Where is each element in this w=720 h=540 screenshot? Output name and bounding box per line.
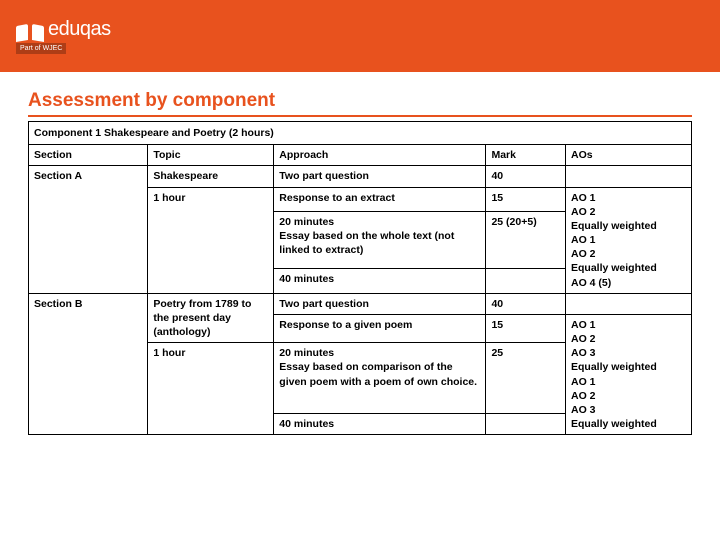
brand-logo: eduqas Part of WJEC [16, 18, 111, 54]
section-b-mark1: 40 [486, 293, 566, 314]
section-a-approach1: Two part question [274, 166, 486, 187]
section-b-approach3b: Essay based on comparison of the given p… [279, 361, 477, 387]
section-a-approach3b: Essay based on the whole text (not linke… [279, 230, 454, 256]
header-row: Section Topic Approach Mark AOs [29, 145, 692, 166]
section-a-mark1: 40 [486, 166, 566, 187]
section-a-approach3: 20 minutes Essay based on the whole text… [274, 211, 486, 268]
section-b-mark3: 25 [486, 343, 566, 414]
col-section: Section [29, 145, 148, 166]
section-a-approach2: Response to an extract [274, 187, 486, 211]
section-b-label: Section B [29, 293, 148, 435]
page-title: Assessment by component [28, 90, 692, 117]
component-row: Component 1 Shakespeare and Poetry (2 ho… [29, 122, 692, 145]
section-b-approach1: Two part question [274, 293, 486, 314]
section-a-topic1: Shakespeare [148, 166, 274, 187]
header-band: eduqas Part of WJEC [0, 0, 720, 72]
section-b-aos: AO 1 AO 2 AO 3 Equally weighted AO 1 AO … [566, 314, 692, 434]
section-b-topic2: 1 hour [148, 343, 274, 435]
section-a-aos: AO 1 AO 2 Equally weighted AO 1 AO 2 Equ… [566, 187, 692, 293]
section-a-label: Section A [29, 166, 148, 293]
section-b-aos-empty [566, 293, 692, 314]
section-a-mark4-empty [486, 269, 566, 294]
section-b-mark4-empty [486, 414, 566, 435]
section-a-approach4: 40 minutes [274, 269, 486, 294]
col-mark: Mark [486, 145, 566, 166]
section-b-approach2: Response to a given poem [274, 314, 486, 342]
brand-name: eduqas [48, 18, 111, 41]
section-b-approach3a: 20 minutes [279, 347, 334, 359]
section-a-approach3a: 20 minutes [279, 216, 334, 228]
section-b-mark2: 15 [486, 314, 566, 342]
section-b-approach3: 20 minutes Essay based on comparison of … [274, 343, 486, 414]
component-title: Component 1 Shakespeare and Poetry (2 ho… [29, 122, 692, 145]
section-b-topic1: Poetry from 1789 to the present day (ant… [148, 293, 274, 343]
section-a-row1: Section A Shakespeare Two part question … [29, 166, 692, 187]
section-a-topic2: 1 hour [148, 187, 274, 293]
section-b-approach4: 40 minutes [274, 414, 486, 435]
brand-sub: Part of WJEC [16, 43, 66, 54]
section-a-mark3: 25 (20+5) [486, 211, 566, 268]
col-approach: Approach [274, 145, 486, 166]
section-a-aos-empty [566, 166, 692, 187]
section-b-row1: Section B Poetry from 1789 to the presen… [29, 293, 692, 314]
col-aos: AOs [566, 145, 692, 166]
assessment-table: Component 1 Shakespeare and Poetry (2 ho… [28, 121, 692, 435]
content-area: Assessment by component Component 1 Shak… [0, 72, 720, 435]
book-icon [16, 21, 44, 41]
col-topic: Topic [148, 145, 274, 166]
section-a-mark2: 15 [486, 187, 566, 211]
